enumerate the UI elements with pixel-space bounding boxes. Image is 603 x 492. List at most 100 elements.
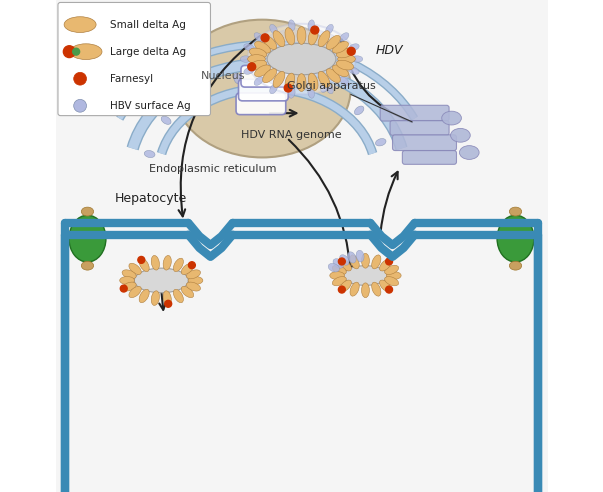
Ellipse shape bbox=[326, 84, 333, 94]
Ellipse shape bbox=[173, 258, 183, 272]
Ellipse shape bbox=[350, 255, 359, 269]
Ellipse shape bbox=[336, 48, 353, 58]
Circle shape bbox=[63, 46, 75, 58]
Ellipse shape bbox=[339, 255, 349, 265]
Ellipse shape bbox=[450, 128, 470, 142]
Ellipse shape bbox=[192, 89, 201, 98]
Ellipse shape bbox=[355, 106, 364, 115]
Ellipse shape bbox=[308, 73, 318, 91]
FancyBboxPatch shape bbox=[393, 135, 456, 151]
FancyBboxPatch shape bbox=[58, 2, 210, 116]
Text: Large delta Ag: Large delta Ag bbox=[110, 47, 186, 57]
Ellipse shape bbox=[442, 111, 461, 125]
Ellipse shape bbox=[497, 215, 534, 262]
FancyBboxPatch shape bbox=[380, 105, 449, 121]
Ellipse shape bbox=[134, 268, 188, 293]
Ellipse shape bbox=[163, 291, 171, 306]
Ellipse shape bbox=[81, 261, 93, 270]
Circle shape bbox=[386, 258, 393, 265]
Ellipse shape bbox=[379, 280, 391, 292]
Ellipse shape bbox=[285, 28, 295, 45]
FancyBboxPatch shape bbox=[241, 65, 291, 87]
Ellipse shape bbox=[328, 263, 339, 272]
Ellipse shape bbox=[174, 20, 351, 157]
Ellipse shape bbox=[376, 139, 386, 146]
Ellipse shape bbox=[349, 67, 359, 74]
Ellipse shape bbox=[234, 73, 241, 84]
Ellipse shape bbox=[330, 272, 344, 279]
Circle shape bbox=[74, 72, 86, 85]
Ellipse shape bbox=[163, 255, 171, 270]
FancyBboxPatch shape bbox=[402, 151, 456, 164]
Ellipse shape bbox=[254, 41, 271, 53]
Ellipse shape bbox=[362, 253, 370, 268]
Ellipse shape bbox=[240, 56, 251, 62]
Ellipse shape bbox=[139, 289, 149, 303]
Ellipse shape bbox=[385, 277, 399, 286]
Ellipse shape bbox=[297, 74, 306, 92]
Ellipse shape bbox=[308, 88, 315, 98]
Ellipse shape bbox=[267, 43, 336, 75]
Circle shape bbox=[284, 84, 292, 92]
Text: Nucleus: Nucleus bbox=[201, 71, 245, 81]
Ellipse shape bbox=[387, 272, 401, 279]
Circle shape bbox=[165, 300, 172, 307]
Ellipse shape bbox=[254, 77, 264, 86]
Ellipse shape bbox=[182, 263, 194, 275]
Ellipse shape bbox=[186, 282, 200, 291]
Ellipse shape bbox=[343, 266, 388, 285]
Ellipse shape bbox=[161, 116, 171, 124]
Ellipse shape bbox=[288, 88, 295, 98]
Ellipse shape bbox=[321, 82, 329, 92]
Ellipse shape bbox=[248, 24, 355, 94]
Circle shape bbox=[311, 26, 319, 34]
Circle shape bbox=[386, 286, 393, 293]
Ellipse shape bbox=[250, 61, 267, 70]
Ellipse shape bbox=[244, 67, 254, 74]
Ellipse shape bbox=[326, 35, 340, 49]
Ellipse shape bbox=[339, 77, 349, 86]
Ellipse shape bbox=[332, 65, 349, 77]
Ellipse shape bbox=[186, 270, 200, 279]
Ellipse shape bbox=[182, 286, 194, 298]
Circle shape bbox=[74, 99, 86, 112]
Ellipse shape bbox=[297, 27, 306, 44]
Text: Endoplasmic reticulum: Endoplasmic reticulum bbox=[149, 164, 277, 174]
Ellipse shape bbox=[70, 44, 102, 60]
Ellipse shape bbox=[318, 31, 330, 47]
Ellipse shape bbox=[244, 44, 254, 51]
Ellipse shape bbox=[69, 215, 106, 262]
Ellipse shape bbox=[64, 17, 96, 32]
Text: HDV: HDV bbox=[375, 44, 403, 57]
Ellipse shape bbox=[349, 44, 359, 51]
Ellipse shape bbox=[352, 56, 363, 62]
Ellipse shape bbox=[273, 71, 285, 88]
Circle shape bbox=[189, 262, 195, 269]
Ellipse shape bbox=[250, 48, 267, 58]
Circle shape bbox=[73, 48, 80, 55]
Ellipse shape bbox=[254, 32, 264, 41]
FancyBboxPatch shape bbox=[390, 121, 449, 135]
Circle shape bbox=[338, 286, 346, 293]
Ellipse shape bbox=[151, 255, 159, 270]
Ellipse shape bbox=[371, 255, 381, 269]
Text: Golgi apparatus: Golgi apparatus bbox=[286, 81, 412, 122]
Ellipse shape bbox=[332, 265, 346, 275]
Ellipse shape bbox=[350, 282, 359, 296]
Ellipse shape bbox=[263, 35, 277, 49]
Text: HBV surface Ag: HBV surface Ag bbox=[110, 101, 190, 111]
Ellipse shape bbox=[308, 20, 315, 31]
Ellipse shape bbox=[263, 69, 277, 83]
Ellipse shape bbox=[318, 71, 330, 88]
Ellipse shape bbox=[273, 31, 285, 47]
Circle shape bbox=[338, 258, 346, 265]
Ellipse shape bbox=[248, 55, 265, 63]
Ellipse shape bbox=[356, 250, 364, 262]
Ellipse shape bbox=[122, 270, 136, 279]
Circle shape bbox=[261, 34, 269, 42]
Ellipse shape bbox=[144, 151, 155, 157]
Ellipse shape bbox=[252, 28, 351, 90]
Ellipse shape bbox=[326, 24, 333, 34]
Ellipse shape bbox=[459, 146, 479, 159]
FancyBboxPatch shape bbox=[239, 79, 288, 101]
